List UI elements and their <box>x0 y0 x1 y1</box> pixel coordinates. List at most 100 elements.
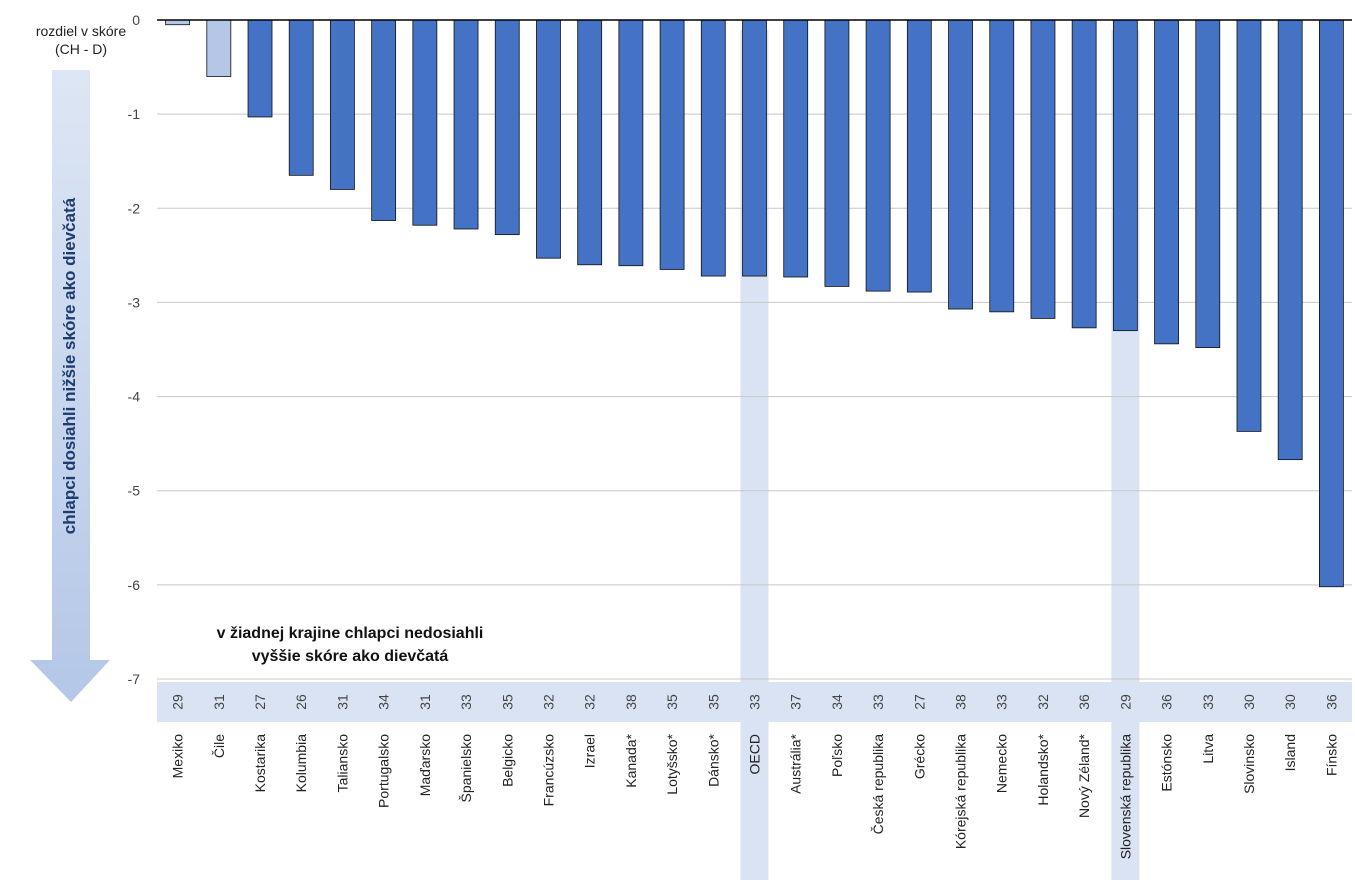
bar <box>742 19 767 277</box>
count-label: 38 <box>953 694 969 710</box>
x-tick-label: Česká republika <box>870 734 886 835</box>
x-tick-label: Lotyšsko* <box>664 733 680 794</box>
bar <box>948 19 973 310</box>
bar <box>989 19 1015 313</box>
x-tick-label: Kórejská republika <box>953 734 969 849</box>
y-tick-labels: 0 -1 -2 -3 -4 -5 -6 -7 <box>128 12 141 687</box>
count-label: 30 <box>1241 694 1257 710</box>
x-tick-label: Kostarika <box>252 734 268 793</box>
bar <box>1154 19 1179 345</box>
bar <box>206 19 232 77</box>
x-tick-label: Austrália* <box>788 733 804 793</box>
count-label: 27 <box>252 694 268 710</box>
count-labels: 29 31 27 26 31 34 31 33 35 32 32 38 35 35 33 37 34 33 27 38… <box>170 694 1340 710</box>
bar <box>453 19 479 230</box>
y-tick-label: -3 <box>128 294 141 310</box>
count-label: 36 <box>1076 694 1092 710</box>
x-tick-label: Grécko <box>911 734 927 779</box>
x-tick-label: Izrael <box>582 734 598 768</box>
count-label: 32 <box>540 694 556 710</box>
arrow-label-text: chlapci dosiahli nižšie skóre ako dievča… <box>60 197 79 535</box>
bar <box>1236 19 1262 432</box>
x-tick-label: Slovinsko <box>1241 734 1257 794</box>
bar <box>659 19 685 270</box>
bar <box>1071 19 1097 329</box>
annotation-line-2: vyššie skóre ako dievčatá <box>251 648 449 665</box>
y-axis-title-line-2: (CH - D) <box>54 41 108 57</box>
bar <box>1318 19 1344 588</box>
count-label: 36 <box>1159 694 1175 710</box>
count-label: 26 <box>293 694 309 710</box>
count-label: 34 <box>376 694 392 710</box>
bar <box>618 19 644 267</box>
count-label: 31 <box>211 694 227 710</box>
y-tick-label: -7 <box>128 671 141 687</box>
bar <box>536 19 561 259</box>
count-label: 32 <box>582 694 598 710</box>
bar <box>494 19 520 236</box>
count-label: 31 <box>334 694 350 710</box>
x-tick-label: Slovenská republika <box>1117 734 1133 860</box>
bar <box>412 19 438 226</box>
bar <box>906 19 932 293</box>
count-label: 34 <box>829 694 845 710</box>
x-tick-label: Francúzsko <box>540 734 556 807</box>
annotation-line-1: v žiadnej krajine chlapci nedosiahli <box>216 625 484 642</box>
x-tick-label: OECD <box>747 734 763 774</box>
bar <box>783 19 809 278</box>
count-label: 38 <box>623 694 639 710</box>
x-tick-label: Nemecko <box>994 734 1010 793</box>
x-tick-label: Nový Zéland* <box>1076 733 1092 818</box>
x-tick-label: Belgicko <box>499 734 515 787</box>
x-tick-label: Kolumbia <box>293 734 309 793</box>
y-axis-title: rozdiel v skóre (CH - D) <box>6 22 156 58</box>
x-tick-label: Španielsko <box>458 734 474 803</box>
bar <box>247 19 273 118</box>
x-tick-label: Litva <box>1200 734 1216 764</box>
bar <box>700 19 726 277</box>
down-arrow-icon <box>30 70 110 702</box>
bar <box>1030 19 1056 319</box>
bar <box>371 19 397 221</box>
count-label: 30 <box>1282 694 1298 710</box>
count-label: 37 <box>788 694 804 710</box>
y-axis-title-line-1: rozdiel v skóre <box>35 23 127 39</box>
x-tick-label: Taliansko <box>334 734 350 793</box>
count-label: 33 <box>870 694 886 710</box>
bar <box>824 19 850 287</box>
annotation: v žiadnej krajine chlapci nedosiahli vyš… <box>160 622 540 668</box>
x-tick-label: Poľsko <box>829 734 845 777</box>
y-tick-label: -5 <box>128 483 141 499</box>
x-tick-label: Kanada* <box>623 733 639 787</box>
arrow-shape <box>30 70 110 702</box>
x-tick-label: Čile <box>211 734 227 758</box>
count-label: 36 <box>1323 694 1339 710</box>
y-tick-label: 0 <box>132 12 140 28</box>
bar <box>1277 19 1303 461</box>
bar <box>1195 19 1221 349</box>
count-strip-bg <box>157 682 1352 722</box>
count-label: 33 <box>994 694 1010 710</box>
count-label: 29 <box>170 694 186 710</box>
x-tick-label: Fínsko <box>1323 734 1339 776</box>
x-tick-label: Island <box>1282 734 1298 771</box>
x-tick-label: Maďarsko <box>417 734 433 797</box>
y-tick-label: -4 <box>128 389 141 405</box>
y-tick-label: -2 <box>128 200 141 216</box>
bar <box>288 19 314 176</box>
count-label: 33 <box>458 694 474 710</box>
count-label: 29 <box>1117 694 1133 710</box>
count-label: 33 <box>747 694 763 710</box>
bar <box>1112 19 1138 332</box>
count-label: 27 <box>911 694 927 710</box>
x-tick-label: Estónsko <box>1159 734 1175 792</box>
y-tick-label: -1 <box>128 106 141 122</box>
bar <box>577 19 603 266</box>
count-label: 32 <box>1035 694 1051 710</box>
bars <box>157 19 1352 588</box>
bar <box>865 19 891 292</box>
x-tick-label: Portugalsko <box>376 734 392 808</box>
bar <box>330 19 355 190</box>
x-tick-labels: Mexiko Čile Kostarika Kolumbia Taliansko Port… <box>170 733 1340 859</box>
